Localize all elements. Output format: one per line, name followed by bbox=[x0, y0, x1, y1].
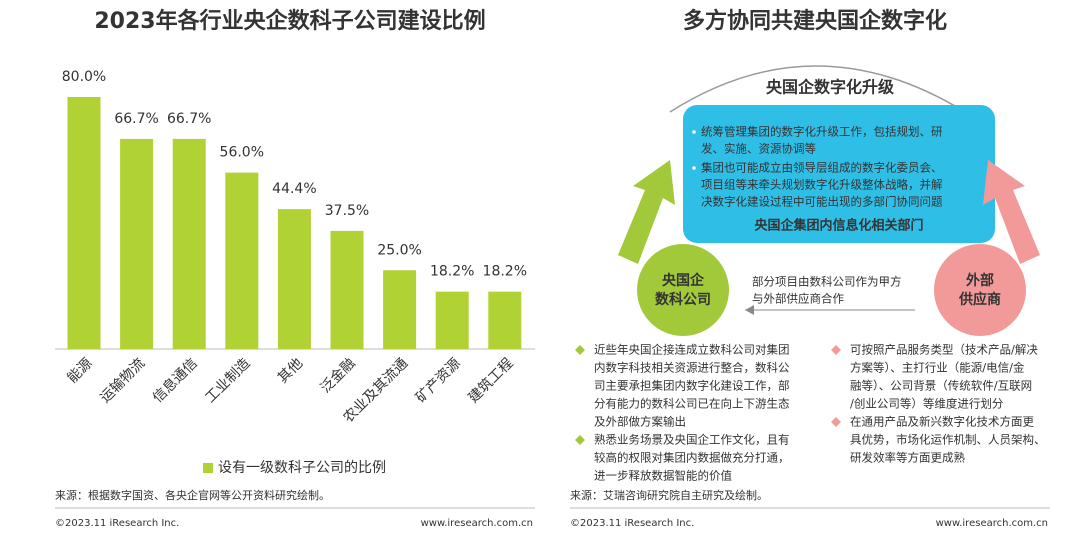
copyright: ©2023.11 iResearch Inc. bbox=[55, 518, 179, 529]
connector-head bbox=[745, 305, 754, 315]
bar bbox=[383, 270, 417, 349]
url: www.iresearch.com.cn bbox=[421, 518, 533, 529]
node-left bbox=[637, 244, 729, 336]
point-text: 融等）、公司背景（传统软件/互联网 bbox=[850, 379, 1032, 393]
point-text: /创业公司等）等维度进行划分 bbox=[850, 397, 1004, 411]
box-text: 集团也可能成立由领导层组成的数字化委员会、 bbox=[701, 161, 943, 175]
point-text: 及外部做方案输出 bbox=[594, 415, 686, 429]
value-label: 37.5% bbox=[325, 203, 369, 219]
note-text: 与外部供应商合作 bbox=[752, 292, 844, 306]
legend-label: 设有一级数科子公司的比例 bbox=[218, 460, 386, 476]
value-label: 25.0% bbox=[377, 242, 421, 258]
x-tick-label: 能源 bbox=[65, 355, 96, 386]
value-label: 66.7% bbox=[114, 111, 158, 127]
x-tick-label: 信息通信 bbox=[149, 355, 201, 407]
point-text: 研发效率等方面更成熟 bbox=[850, 451, 965, 465]
url: www.iresearch.com.cn bbox=[936, 518, 1048, 529]
point-text: 方案等）、主打行业（能源/电信/金 bbox=[850, 361, 1025, 375]
node-right bbox=[934, 244, 1026, 336]
bar bbox=[277, 209, 311, 349]
value-label: 18.2% bbox=[430, 264, 474, 280]
value-label: 56.0% bbox=[220, 145, 264, 161]
node-label: 央国企 bbox=[662, 272, 705, 289]
arrow-right bbox=[983, 160, 1040, 264]
point-text: 在通用产品及新兴数字化技术方面更 bbox=[850, 415, 1034, 429]
bullet bbox=[692, 166, 696, 170]
point-text: 近些年央国企接连成立数科公司对集团 bbox=[594, 343, 790, 357]
node-label: 外部 bbox=[966, 272, 994, 289]
value-label: 80.0% bbox=[62, 69, 106, 85]
value-label: 66.7% bbox=[167, 111, 211, 127]
arrow-left bbox=[618, 160, 675, 264]
node-label: 数科公司 bbox=[655, 291, 711, 308]
copyright: ©2023.11 iResearch Inc. bbox=[570, 518, 694, 529]
box-text: 项目组等来牵头规划数字化升级整体战略，并解 bbox=[701, 178, 943, 192]
bar bbox=[435, 291, 469, 349]
bar bbox=[67, 97, 101, 349]
bar bbox=[120, 138, 154, 349]
point-text: 可按照产品服务类型（技术产品/解决 bbox=[850, 343, 1038, 357]
point-text: 进一步释放数据智能的价值 bbox=[594, 469, 732, 483]
bar bbox=[172, 138, 206, 349]
arc-label: 央国企数字化升级 bbox=[766, 78, 895, 97]
bar bbox=[330, 230, 364, 349]
value-label: 18.2% bbox=[483, 264, 527, 280]
box-text: 决数字化建设过程中可能出现的多部门协同问题 bbox=[701, 195, 943, 209]
chart-title: 2023年各行业央企数科子公司建设比例 bbox=[94, 8, 485, 34]
point-text: 分有能力的数科公司已在向上下游生态 bbox=[594, 397, 790, 411]
x-tick-label: 矿产资源 bbox=[413, 355, 464, 406]
arc bbox=[669, 65, 966, 113]
note-text: 部分项目由数科公司作为甲方 bbox=[752, 275, 902, 289]
point-text: 司主要承担集团内数字化建设工作，部 bbox=[594, 379, 790, 393]
diamond bbox=[575, 345, 585, 355]
source: 来源：艾瑞咨询研究院自主研究及绘制。 bbox=[570, 488, 768, 502]
x-tick-label: 泛金融 bbox=[318, 355, 359, 396]
diagram-title: 多方协同共建央国企数字化 bbox=[683, 8, 947, 34]
source: 来源：根据数字国资、各央企官网等公开资料研究绘制。 bbox=[55, 488, 330, 502]
box-text: 统筹管理集团的数字化升级工作，包括规划、研 bbox=[701, 125, 943, 139]
diamond bbox=[831, 417, 841, 427]
point-text: 较高的权限对集团内数据做充分打通， bbox=[594, 451, 790, 465]
diamond bbox=[831, 345, 841, 355]
x-tick-label: 运输物流 bbox=[97, 355, 148, 406]
node-label: 供应商 bbox=[958, 291, 1001, 308]
box-text: 发、实施、资源协调等 bbox=[701, 142, 816, 156]
box-label: 央国企集团内信息化相关部门 bbox=[754, 218, 923, 234]
bullet bbox=[692, 130, 696, 134]
point-text: 内数字科技相关资源进行整合，数科公 bbox=[594, 361, 790, 375]
value-label: 44.4% bbox=[272, 181, 316, 197]
dept-box bbox=[683, 105, 995, 243]
legend-swatch bbox=[203, 463, 213, 473]
x-tick-label: 其他 bbox=[275, 355, 306, 386]
point-text: 熟悉业务场景及央国企工作文化，且有 bbox=[594, 433, 790, 447]
bar bbox=[225, 172, 259, 349]
x-tick-label: 建筑工程 bbox=[466, 355, 517, 406]
x-tick-label: 工业制造 bbox=[203, 355, 254, 406]
diamond bbox=[575, 435, 585, 445]
point-text: 具优势，市场化运作机制、人员架构、 bbox=[850, 433, 1046, 447]
bar bbox=[488, 291, 522, 349]
